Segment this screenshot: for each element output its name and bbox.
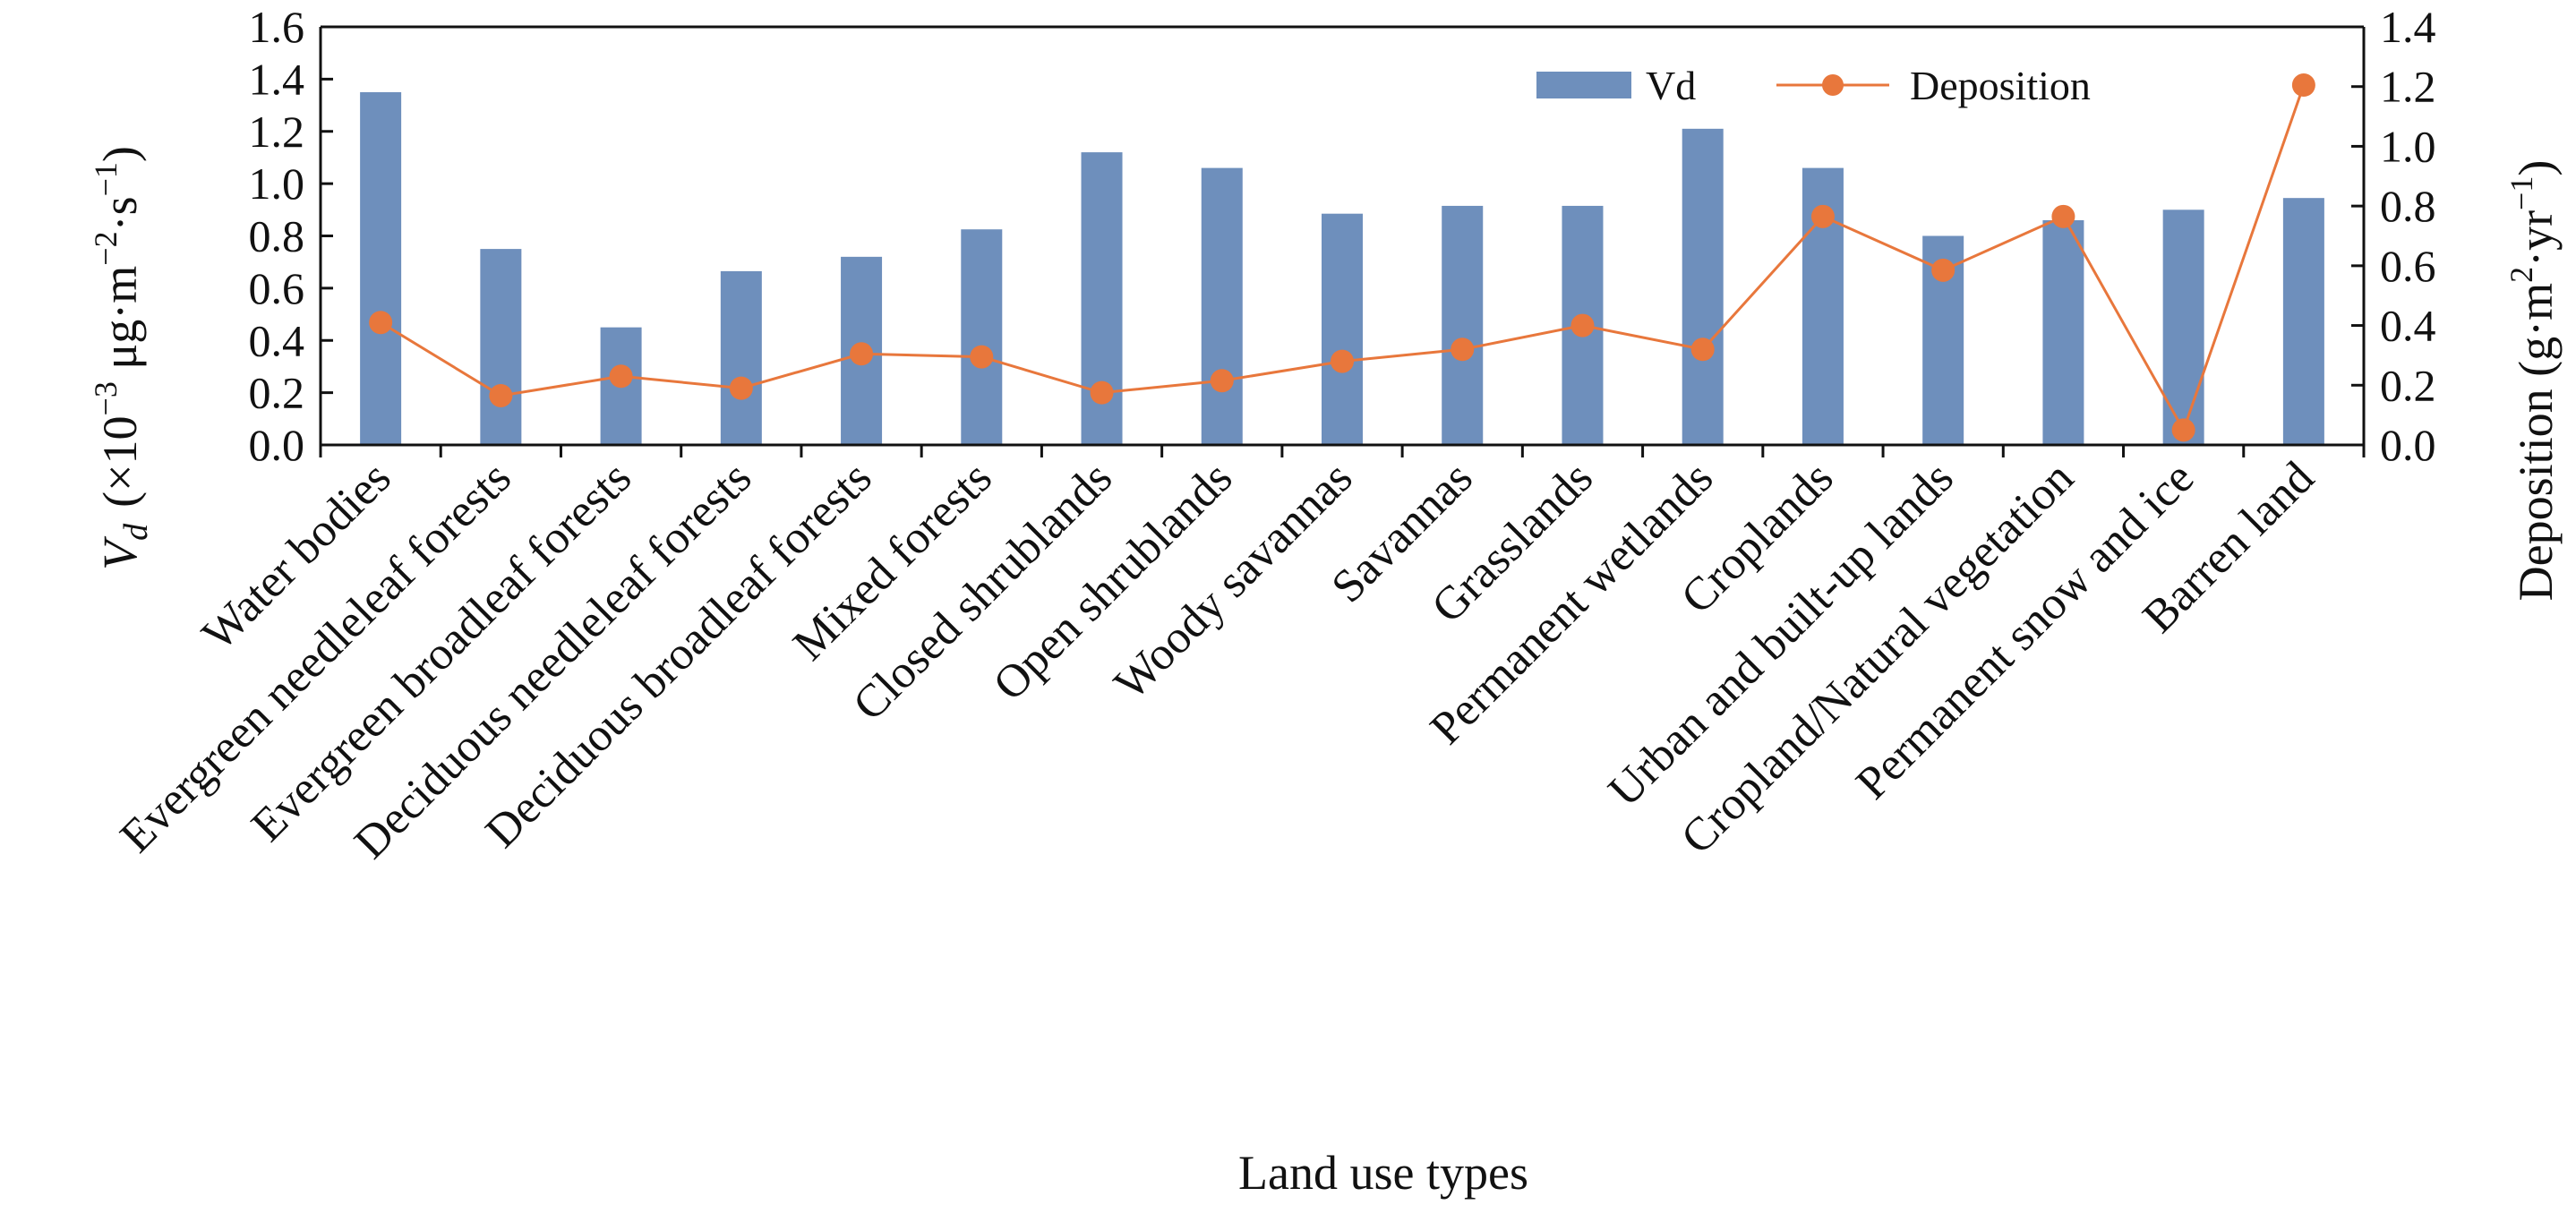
bar-8 bbox=[1201, 167, 1243, 446]
bar-17 bbox=[2282, 198, 2324, 445]
deposition-point-6 bbox=[970, 345, 994, 369]
legend-label-vd: Vd bbox=[1646, 63, 1696, 108]
y-right-tick-label-7: 1.4 bbox=[2380, 2, 2436, 52]
deposition-point-16 bbox=[2171, 418, 2195, 442]
y-right-tick-label-0: 0.0 bbox=[2380, 420, 2436, 470]
bar-12 bbox=[1682, 128, 1724, 446]
y-left-tick-label-7: 1.4 bbox=[249, 54, 305, 104]
y-right-tick-label-2: 0.4 bbox=[2380, 301, 2436, 351]
deposition-point-7 bbox=[1090, 380, 1114, 405]
axes bbox=[319, 25, 2366, 447]
bar-6 bbox=[961, 229, 1003, 445]
y-left-tick-label-2: 0.4 bbox=[249, 315, 305, 365]
deposition-point-5 bbox=[850, 342, 874, 366]
y-left-tick-label-4: 0.8 bbox=[249, 211, 305, 261]
y-left-tick-label-0: 0.0 bbox=[249, 420, 305, 470]
ticks: 0.00.20.40.60.81.01.21.41.60.00.20.40.60… bbox=[249, 2, 2436, 470]
legend-label-deposition: Deposition bbox=[1910, 63, 2091, 108]
deposition-point-11 bbox=[1570, 313, 1595, 338]
deposition-point-4 bbox=[729, 376, 753, 400]
deposition-point-12 bbox=[1690, 338, 1715, 362]
bar-series-vd bbox=[360, 91, 2324, 446]
bar-4 bbox=[720, 270, 762, 445]
deposition-point-10 bbox=[1451, 338, 1475, 362]
y-axis-left-title: Vd(×10−3 μg·m−2·s−1) bbox=[88, 146, 155, 570]
deposition-point-17 bbox=[2291, 73, 2315, 98]
y-left-tick-label-5: 1.0 bbox=[249, 158, 305, 209]
deposition-point-13 bbox=[1810, 204, 1835, 228]
y-left-tick-label-8: 1.6 bbox=[249, 2, 305, 52]
y-right-tick-label-1: 0.2 bbox=[2380, 360, 2436, 410]
bar-1 bbox=[360, 91, 402, 445]
y-right-tick-label-4: 0.8 bbox=[2380, 181, 2436, 231]
bar-15 bbox=[2042, 219, 2084, 445]
y-left-tick-label-3: 0.6 bbox=[249, 263, 305, 313]
deposition-point-1 bbox=[369, 311, 393, 335]
y-right-tick-label-6: 1.2 bbox=[2380, 62, 2436, 112]
bar-16 bbox=[2162, 209, 2204, 445]
deposition-point-3 bbox=[609, 364, 633, 389]
y-right-tick-label-5: 1.0 bbox=[2380, 121, 2436, 171]
deposition-point-8 bbox=[1210, 369, 1234, 393]
legend: Vd Deposition bbox=[1536, 63, 2091, 108]
deposition-point-2 bbox=[489, 383, 513, 407]
y-axis-right-title: Deposition (g·m2·yr−1) bbox=[2503, 160, 2563, 602]
y-left-tick-label-1: 0.2 bbox=[249, 368, 305, 418]
x-axis-title: Land use types bbox=[1238, 1146, 1528, 1200]
legend-swatch-deposition-marker bbox=[1822, 74, 1844, 96]
legend-swatch-vd bbox=[1536, 72, 1631, 98]
deposition-point-9 bbox=[1331, 349, 1354, 373]
deposition-point-15 bbox=[2051, 204, 2075, 228]
bar-10 bbox=[1442, 205, 1484, 445]
y-right-tick-label-3: 0.6 bbox=[2380, 241, 2436, 291]
bar-9 bbox=[1322, 213, 1363, 446]
line-series-deposition bbox=[369, 73, 2315, 442]
y-left-tick-label-6: 1.2 bbox=[249, 107, 305, 157]
bar-2 bbox=[480, 249, 522, 445]
deposition-point-14 bbox=[1931, 258, 1956, 282]
